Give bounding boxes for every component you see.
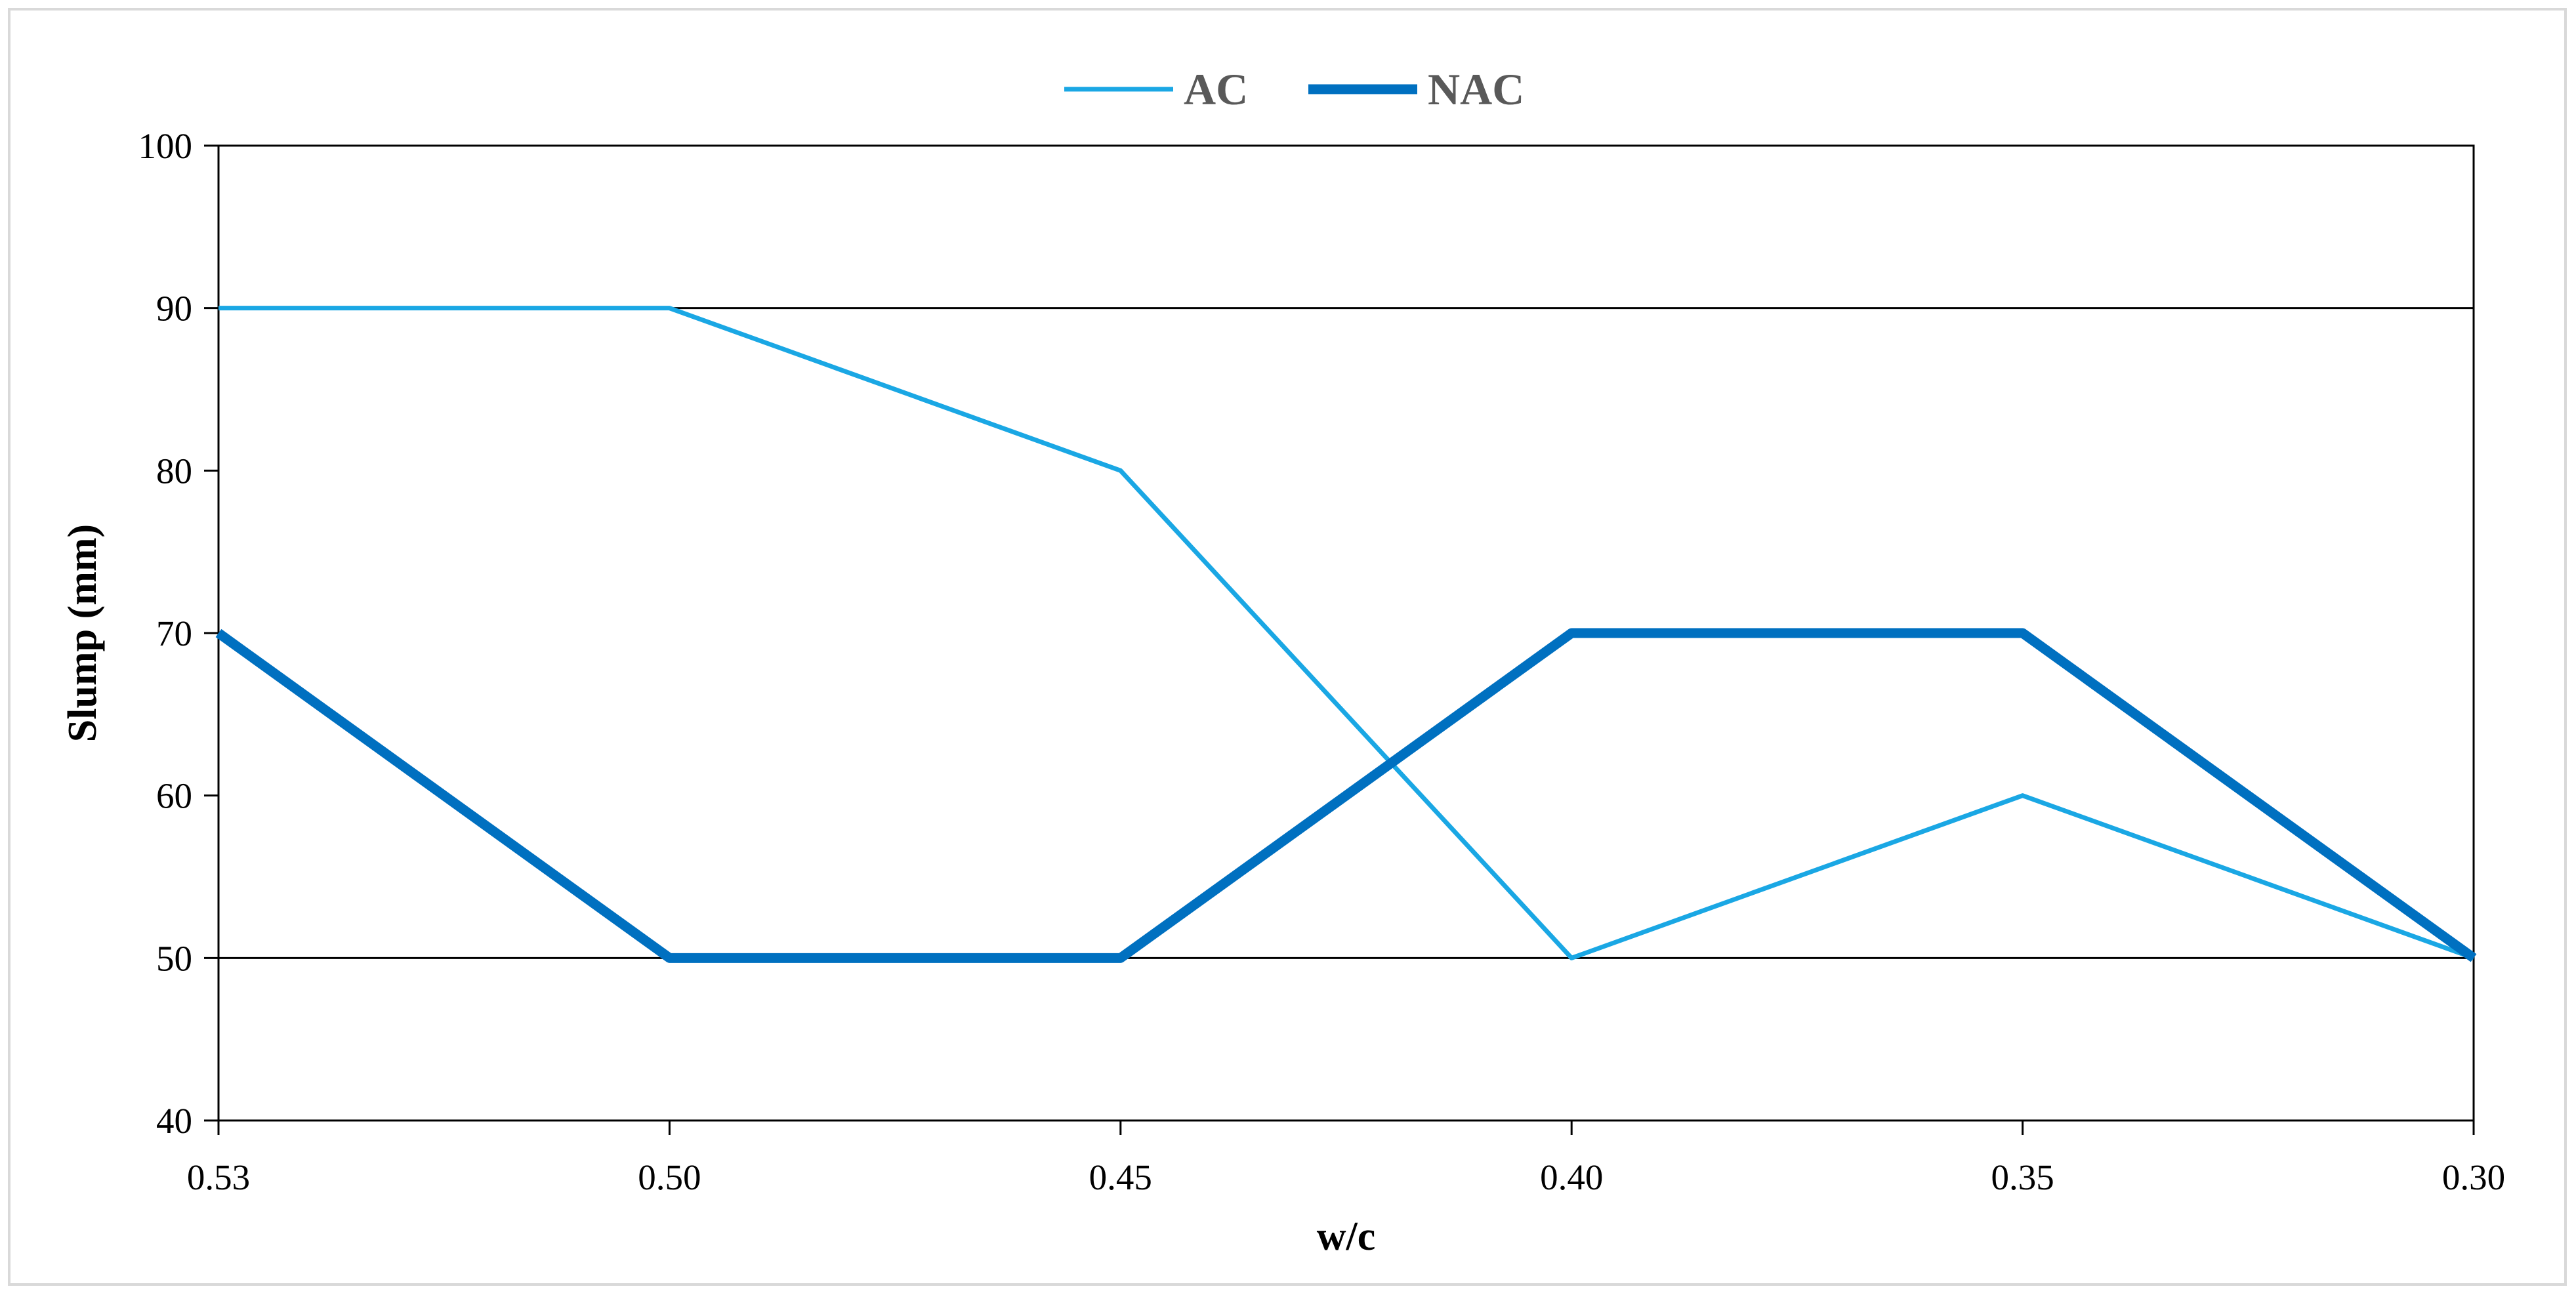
y-tick-label: 40 [156,1101,192,1141]
x-tick-label: 0.50 [638,1157,701,1197]
x-axis-title: w/c [1317,1214,1376,1259]
y-tick-label: 60 [156,776,192,816]
series-lines [215,306,2477,963]
legend-label-nac: NAC [1428,64,1524,114]
y-axis-title: Slump (mm) [60,524,105,742]
chart-frame [8,8,2567,1286]
y-tick-label: 80 [156,451,192,491]
y-tick-label: 100 [138,126,193,166]
series-line-nac [215,628,2477,963]
legend: AC NAC [1064,64,1524,114]
series-line-ac [218,306,2475,960]
y-axis-ticks: 40 50 60 70 80 90 100 [138,126,218,1141]
x-tick-label: 0.30 [2442,1157,2505,1197]
y-tick-label: 90 [156,289,192,329]
y-tick-label: 50 [156,938,192,978]
x-tick-label: 0.45 [1089,1157,1152,1197]
x-axis-ticks: 0.53 0.50 0.45 0.40 0.35 0.30 [187,1120,2505,1197]
x-tick-label: 0.40 [1540,1157,1603,1197]
plot-area [217,144,2475,1122]
x-tick-label: 0.53 [187,1157,250,1197]
gridlines [218,307,2474,959]
legend-label-ac: AC [1184,64,1248,114]
y-tick-label: 70 [156,613,192,653]
x-tick-label: 0.35 [1991,1157,2054,1197]
